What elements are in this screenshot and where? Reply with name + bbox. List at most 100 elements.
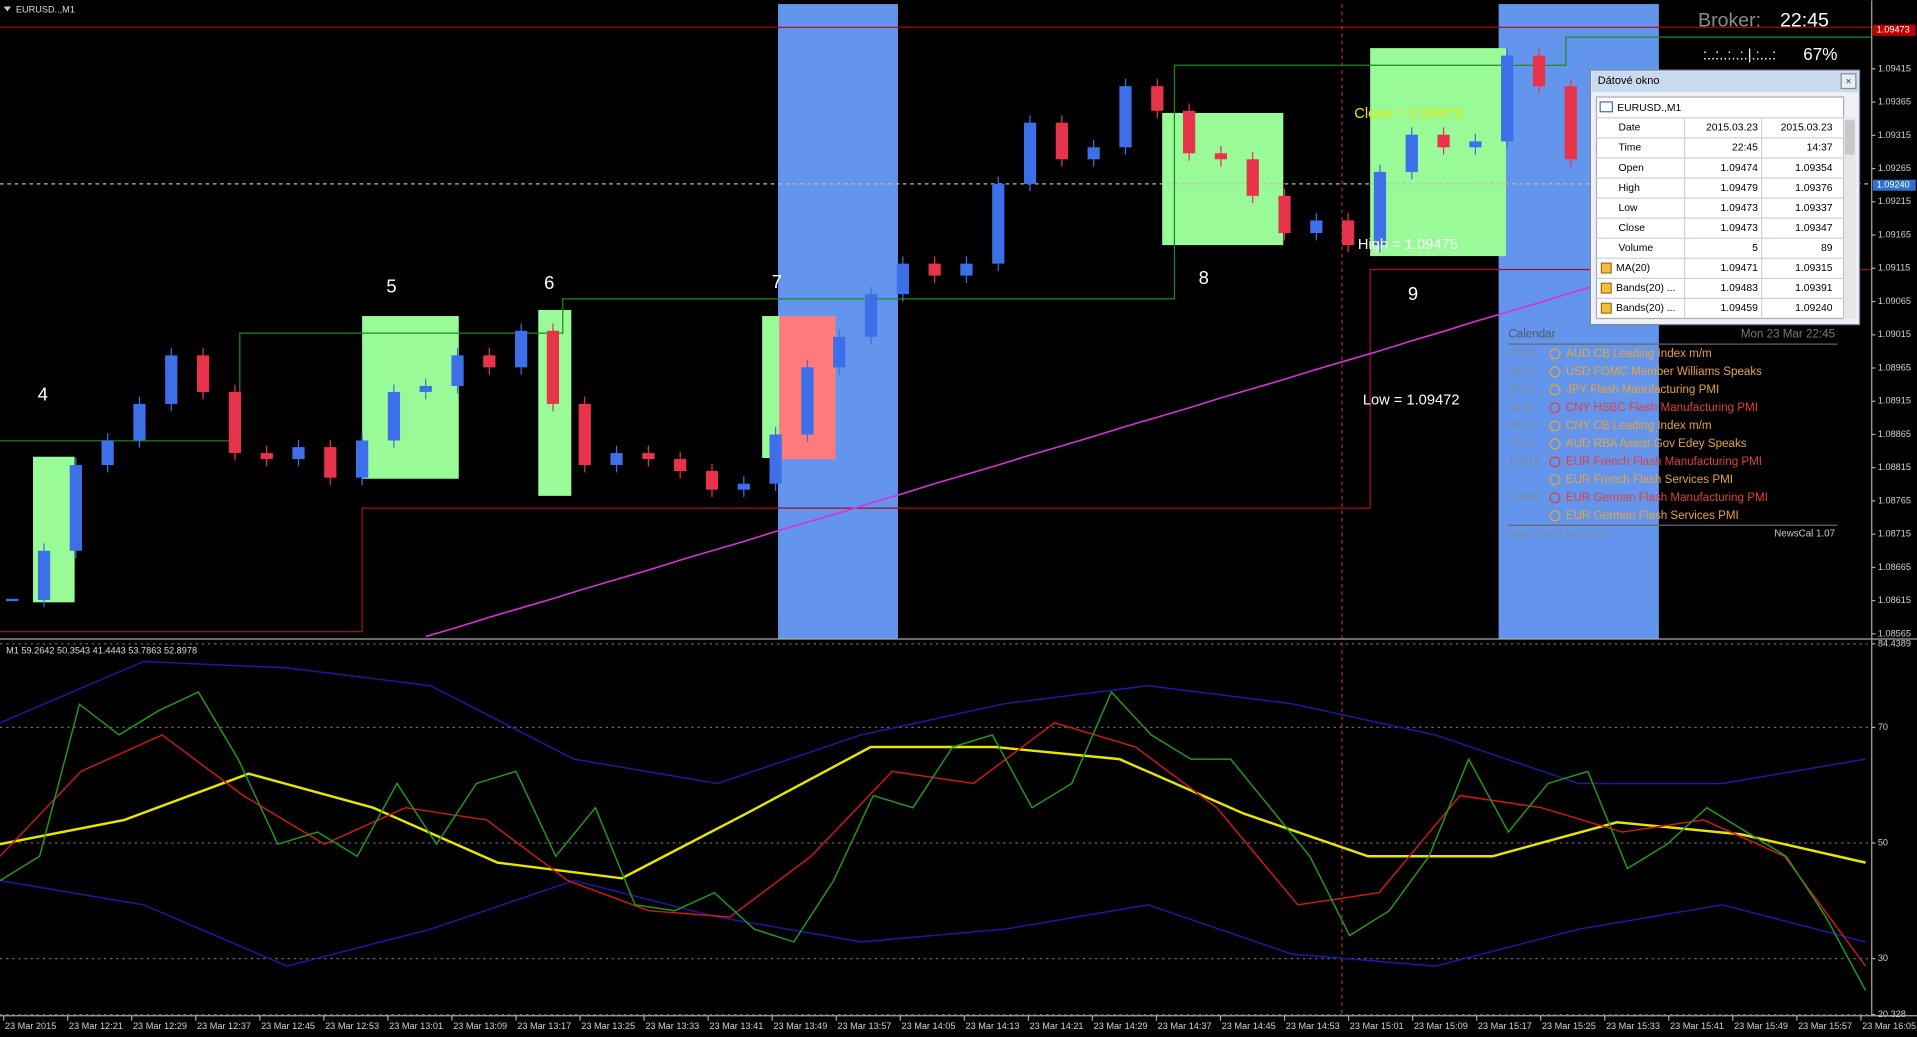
main-chart: 1.09415 1.09365 1.09315 1.09265 1.09215 1.091… [6,25,1916,638]
close-icon[interactable]: × [1846,76,1852,87]
y-tick-label: 84.4389 [1878,638,1911,648]
time-label: 23 Mar 13:01 [389,1021,443,1031]
time-label: 23 Mar 15:57 [1798,1021,1852,1031]
candle [1055,122,1068,160]
price-marker-label: 1.09473 [1877,25,1910,35]
cell: Volume [1619,243,1654,254]
cell: 1.09473 [1720,203,1758,214]
y-tick-label: 1.08765 [1878,495,1911,505]
scrollbar[interactable] [1843,117,1856,319]
close-button[interactable] [1840,73,1857,90]
annotation: 7 [772,271,782,292]
y-tick-label: 70 [1878,722,1888,732]
time-label: 23 Mar 14:13 [966,1021,1020,1031]
candle [1310,220,1323,234]
signal-box [362,316,459,479]
annotation: 8 [1199,267,1209,288]
time-label: 23 Mar 12:53 [325,1021,379,1031]
y-tick-label: 1.08615 [1878,595,1911,605]
signal-box [1162,112,1284,246]
y-tick-label: 1.09365 [1878,97,1911,107]
chart-title: EURUSD..,M1 [16,5,75,15]
data-window: Dátové okno × EURUSD.,M1 Date 2015.03.23 2… [1589,69,1861,326]
series-line [0,745,1866,880]
candle [992,183,1005,264]
candle [769,434,782,484]
event-text: USD FOMC Member Williams Speaks [1566,365,1762,378]
time-label: 23 Mar 15:25 [1542,1021,1596,1031]
cell: 1.09483 [1720,283,1758,294]
cell: 1.09479 [1720,183,1758,194]
candle [1532,55,1546,87]
candle [387,391,401,441]
candle [1501,55,1514,142]
event-text: EUR German Flash Manufacturing PMI [1566,491,1768,504]
y-tick-label: 1.09265 [1878,163,1911,173]
time-label: 23 Mar 13:17 [517,1021,571,1031]
time-label: 23 Mar 16:05 [1862,1021,1916,1031]
cell: 1.09376 [1795,183,1833,194]
event-time: 3h30 [1508,365,1534,378]
time-label: 23 Mar 13:33 [645,1021,699,1031]
candle [1564,86,1577,160]
annotation: High = 1.09475 [1358,237,1458,253]
time-label: 23 Mar 2015 [5,1021,56,1031]
cell: High [1619,183,1641,194]
candle [801,367,814,435]
cell: 1.09347 [1795,223,1833,234]
indicator-icon [1600,262,1612,274]
scroll-thumb[interactable] [1844,120,1855,155]
time-label: 23 Mar 15:09 [1414,1021,1468,1031]
candle [1023,122,1037,184]
time-label: 23 Mar 12:37 [197,1021,251,1031]
cell: 22:45 [1732,143,1758,154]
broker-label: Broker: [1698,9,1761,31]
candle [69,465,82,551]
candle [324,447,337,478]
event-text: EUR German Flash Services PMI [1566,509,1739,522]
time-label: 23 Mar 12:29 [133,1021,187,1031]
event-time: 3h50 [1508,383,1534,396]
cell: 14:37 [1807,143,1833,154]
candle [1405,134,1418,172]
cell: 1.09471 [1720,263,1758,274]
event-icon [1549,384,1561,396]
broker-time: 22:45 [1780,9,1829,31]
event-text: EUR French Flash Services PMI [1566,473,1733,486]
y-tick-label: 1.09015 [1878,329,1911,339]
event-icon [1549,402,1561,414]
event-text: JPY Flash Manufacturing PMI [1566,383,1719,396]
y-tick-label: 1.08565 [1878,628,1911,638]
news-calendar: Calendar Mon 23 Mar 22:45 Data: ForexFac… [1508,327,1838,539]
event-time: 4h15 [1508,419,1534,432]
y-tick-label: 1.08965 [1878,362,1911,372]
series-line [0,690,1867,991]
y-tick-label: 1.09315 [1878,130,1911,140]
event-text: CNY HSBC Flash Manufacturing PMI [1566,401,1758,414]
window-symbol: EURUSD.,M1 [1617,103,1681,114]
candle [578,403,591,466]
candle [1437,134,1450,148]
candle [833,336,846,368]
time-label: 23 Mar 14:37 [1158,1021,1212,1031]
series-line [425,282,1603,638]
window-title: Dátové okno [1598,75,1660,87]
candle [451,355,464,386]
time-label: 23 Mar 13:25 [581,1021,635,1031]
cell: 1.09240 [1795,303,1833,314]
candle [960,263,973,276]
candle [674,459,687,472]
chart-menu[interactable] [3,6,12,12]
time-label: 23 Mar 12:45 [261,1021,315,1031]
indicator-title: M1 59.2642 50.3543 41.4443 53.7863 52.89… [6,646,197,656]
candle [196,355,210,392]
candle [610,453,623,466]
annotation: Low = 1.09472 [1363,392,1460,408]
candle [1087,147,1100,160]
time-label: 23 Mar 15:33 [1606,1021,1660,1031]
event-text: AUD RBA Assist Gov Edey Speaks [1566,437,1747,450]
event-icon [1549,492,1561,504]
candle [1119,86,1132,148]
candle [1151,86,1164,111]
